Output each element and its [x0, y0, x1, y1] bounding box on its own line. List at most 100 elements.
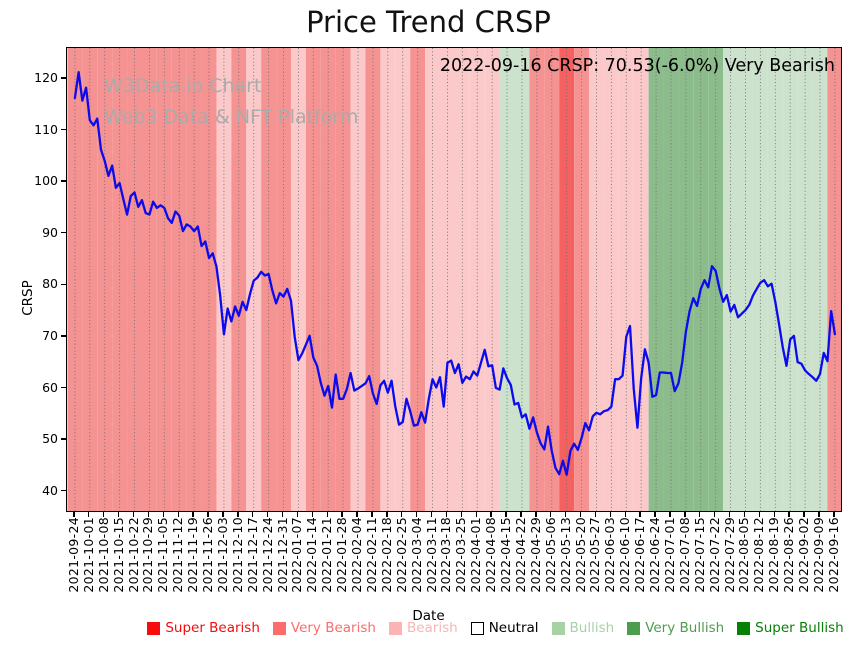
x-tick-mark [207, 512, 209, 517]
legend-label: Neutral [488, 620, 539, 636]
legend-item-super-bullish: Super Bullish [737, 620, 844, 636]
x-tick-label: 2022-08-26 [781, 517, 797, 593]
sentiment-legend: Super Bearish Very Bearish Bearish Neutral B… [140, 620, 851, 636]
x-tick-label: 2022-01-07 [289, 517, 305, 593]
gridlines [74, 48, 836, 511]
x-tick-label: 2022-05-27 [587, 517, 603, 593]
x-tick-mark [430, 512, 433, 517]
y-tick-label: 80 [42, 276, 58, 292]
legend-item-bearish: Bearish [388, 620, 458, 636]
x-tick-mark [356, 512, 358, 517]
x-tick-mark [326, 512, 328, 517]
x-tick-label: 2021-12-10 [229, 517, 245, 593]
y-tick-mark [61, 386, 66, 389]
legend-swatch-icon [627, 621, 641, 635]
y-tick-label: 110 [34, 121, 58, 137]
x-tick-label: 2022-03-18 [438, 517, 454, 593]
x-tick-label: 2021-10-29 [140, 517, 156, 593]
y-tick-label: 40 [42, 482, 58, 498]
x-tick-label: 2022-07-01 [661, 517, 677, 593]
chart-title: Price Trend CRSP [306, 5, 551, 39]
x-tick-mark [564, 512, 567, 517]
x-tick-label: 2021-12-31 [274, 517, 290, 593]
x-tick-mark [654, 512, 656, 517]
x-tick-label: 2022-04-15 [498, 517, 514, 593]
y-tick-mark [61, 490, 66, 492]
x-tick-label: 2022-01-28 [334, 517, 350, 593]
watermark-line1: W3Data.io Chart [104, 75, 262, 97]
legend-swatch-icon [470, 621, 484, 635]
x-tick-label: 2022-03-04 [408, 517, 424, 593]
x-tick-label: 2022-07-15 [691, 517, 707, 593]
x-tick-mark [371, 512, 373, 517]
x-tick-label: 2022-06-24 [647, 517, 663, 593]
x-tick-label: 2022-09-09 [811, 517, 826, 593]
legend-label: Bullish [569, 620, 615, 636]
y-tick-label: 60 [42, 379, 58, 395]
x-tick-label: 2021-12-24 [259, 517, 275, 593]
x-tick-mark [699, 512, 701, 517]
x-tick-mark [579, 512, 582, 517]
x-tick-mark [535, 512, 537, 517]
x-tick-mark [401, 512, 403, 517]
legend-swatch-icon [147, 621, 161, 635]
x-tick-label: 2022-07-08 [676, 517, 692, 593]
x-tick-mark [415, 512, 418, 517]
chart-canvas [67, 48, 841, 511]
sentiment-band-2022-09-16 [827, 48, 841, 511]
legend-swatch-icon [551, 621, 565, 635]
x-tick-label: 2021-12-03 [214, 517, 230, 593]
x-tick-mark [237, 512, 239, 517]
y-tick-mark [61, 232, 66, 234]
x-tick-label: 2022-01-14 [304, 517, 320, 593]
legend-swatch-icon [272, 621, 286, 635]
x-tick-label: 2022-04-22 [512, 517, 528, 593]
y-tick-mark [61, 77, 66, 79]
x-tick-label: 2022-06-10 [617, 517, 633, 593]
legend-label: Super Bearish [165, 620, 260, 636]
x-tick-label: 2022-08-19 [766, 517, 782, 593]
x-tick-mark [520, 512, 522, 517]
y-tick-mark [61, 438, 66, 440]
x-tick-mark [818, 512, 820, 517]
x-tick-mark [386, 512, 388, 517]
x-tick-mark [490, 512, 492, 517]
x-tick-label: 2022-04-29 [527, 517, 543, 593]
legend-item-very-bearish: Very Bearish [272, 620, 376, 636]
x-tick-label: 2022-02-04 [349, 517, 365, 593]
x-tick-mark [341, 512, 343, 517]
x-tick-mark [177, 512, 179, 517]
legend-label: Very Bullish [645, 620, 725, 636]
x-tick-mark [550, 512, 552, 517]
x-tick-label: 2021-10-22 [125, 517, 141, 593]
x-tick-label: 2022-02-18 [378, 517, 394, 593]
x-tick-label: 2022-08-12 [751, 517, 767, 593]
x-tick-label: 2022-07-22 [706, 517, 722, 593]
x-tick-label: 2022-09-16 [825, 517, 841, 593]
x-tick-mark [162, 512, 164, 517]
x-tick-mark [281, 512, 284, 517]
x-tick-label: 2021-12-17 [244, 517, 260, 593]
x-tick-mark [773, 512, 775, 517]
x-tick-mark [728, 512, 731, 517]
x-tick-mark [624, 512, 626, 517]
y-tick-label: 50 [42, 431, 58, 447]
legend-swatch-icon [388, 621, 402, 635]
legend-label: Bearish [406, 620, 458, 636]
price-line [73, 71, 837, 476]
x-tick-mark [222, 512, 224, 517]
x-tick-label: 2021-11-05 [155, 517, 171, 593]
x-tick-label: 2022-07-29 [721, 517, 737, 593]
y-tick-label: 70 [42, 327, 58, 343]
x-tick-mark [669, 512, 671, 517]
x-tick-mark [445, 512, 448, 517]
x-tick-label: 2022-03-25 [453, 517, 469, 593]
x-tick-label: 2021-11-19 [185, 517, 201, 593]
legend-swatch-icon [737, 621, 751, 635]
y-tick-mark [61, 335, 66, 337]
x-tick-mark [73, 512, 75, 517]
x-tick-mark [88, 512, 90, 517]
x-tick-mark [684, 512, 686, 517]
x-tick-label: 2022-05-20 [572, 517, 588, 593]
